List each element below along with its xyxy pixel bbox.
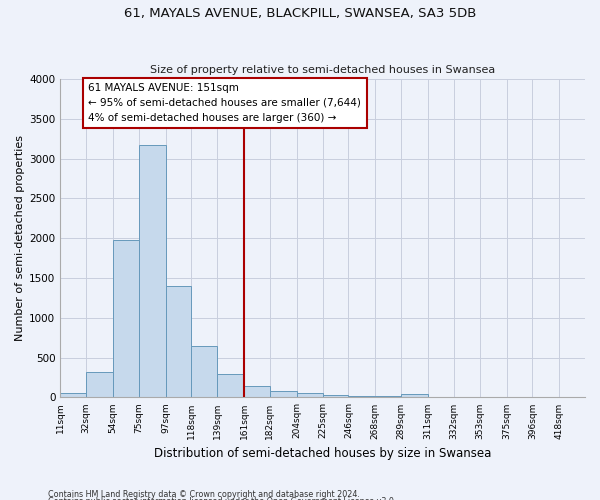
Bar: [297, 394, 323, 398]
Bar: [217, 374, 244, 398]
Bar: [113, 240, 139, 398]
Bar: [428, 396, 454, 398]
Bar: [139, 145, 166, 398]
Bar: [60, 394, 86, 398]
Text: 61 MAYALS AVENUE: 151sqm
← 95% of semi-detached houses are smaller (7,644)
4% of: 61 MAYALS AVENUE: 151sqm ← 95% of semi-d…: [88, 83, 361, 122]
Bar: [349, 396, 376, 398]
Text: Contains public sector information licensed under the Open Government Licence v3: Contains public sector information licen…: [48, 497, 397, 500]
Bar: [86, 372, 113, 398]
Bar: [244, 386, 270, 398]
Bar: [270, 391, 297, 398]
Y-axis label: Number of semi-detached properties: Number of semi-detached properties: [15, 135, 25, 341]
Bar: [191, 346, 217, 398]
Bar: [401, 394, 428, 398]
Bar: [454, 397, 479, 398]
Text: 61, MAYALS AVENUE, BLACKPILL, SWANSEA, SA3 5DB: 61, MAYALS AVENUE, BLACKPILL, SWANSEA, S…: [124, 8, 476, 20]
Bar: [166, 286, 191, 398]
X-axis label: Distribution of semi-detached houses by size in Swansea: Distribution of semi-detached houses by …: [154, 447, 491, 460]
Bar: [323, 395, 349, 398]
Title: Size of property relative to semi-detached houses in Swansea: Size of property relative to semi-detach…: [150, 66, 495, 76]
Text: Contains HM Land Registry data © Crown copyright and database right 2024.: Contains HM Land Registry data © Crown c…: [48, 490, 360, 499]
Bar: [376, 396, 401, 398]
